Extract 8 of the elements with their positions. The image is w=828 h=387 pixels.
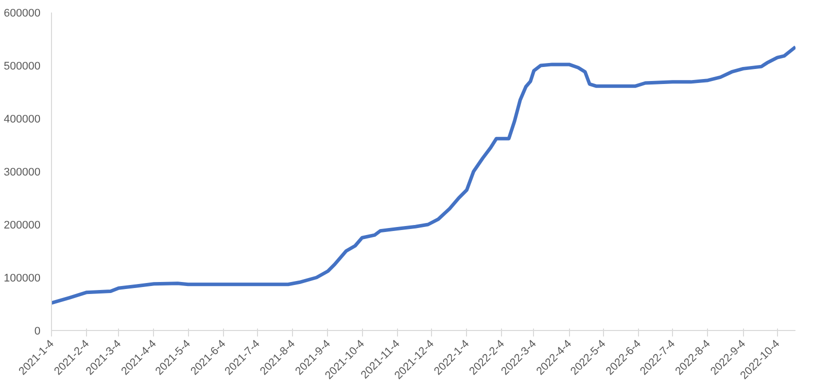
y-tick-label: 500000 <box>4 60 41 72</box>
y-tick-label: 400000 <box>4 114 41 126</box>
y-tick-label: 300000 <box>4 166 41 178</box>
y-tick-label: 600000 <box>4 8 41 20</box>
y-tick-label: 200000 <box>4 220 41 232</box>
y-tick-label: 0 <box>34 326 41 338</box>
line-series <box>52 45 796 305</box>
y-tick-label: 100000 <box>4 272 41 284</box>
